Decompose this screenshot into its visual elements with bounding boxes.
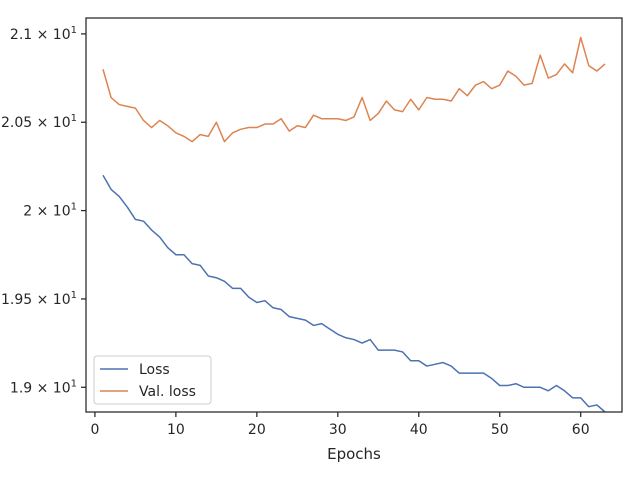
- x-axis-ticks: 0 10 20 30 40 50 60: [90, 412, 590, 438]
- axes-frame: [85, 17, 623, 413]
- y-tick-label: 2.05 × 101: [1, 113, 77, 131]
- y-tick-label: 1.9 × 101: [10, 378, 77, 396]
- legend-entry-label: Val. loss: [139, 384, 196, 400]
- series-line-val-loss: [102, 36, 606, 143]
- x-tick-label: 0: [90, 422, 99, 438]
- series-lines: [102, 36, 606, 413]
- y-tick-label: 1.95 × 101: [1, 290, 77, 308]
- x-tick-label: 50: [491, 422, 509, 438]
- series-line-loss: [102, 174, 606, 413]
- x-tick-label: 60: [572, 422, 590, 438]
- y-tick-label: 2.1 × 101: [10, 25, 77, 43]
- legend-entry-label: Loss: [139, 362, 170, 378]
- y-tick-label: 2 × 101: [23, 202, 77, 220]
- x-tick-label: 10: [167, 422, 185, 438]
- x-tick-label: 40: [410, 422, 428, 438]
- x-tick-label: 20: [248, 422, 266, 438]
- x-axis-label: Epochs: [327, 445, 381, 463]
- y-axis-ticks: 1.9 × 101 1.95 × 101 2 × 101 2.05 × 101 2.1 …: [1, 25, 86, 396]
- legend: Loss Val. loss: [93, 355, 212, 405]
- x-tick-label: 30: [329, 422, 347, 438]
- legend-box: [93, 355, 212, 405]
